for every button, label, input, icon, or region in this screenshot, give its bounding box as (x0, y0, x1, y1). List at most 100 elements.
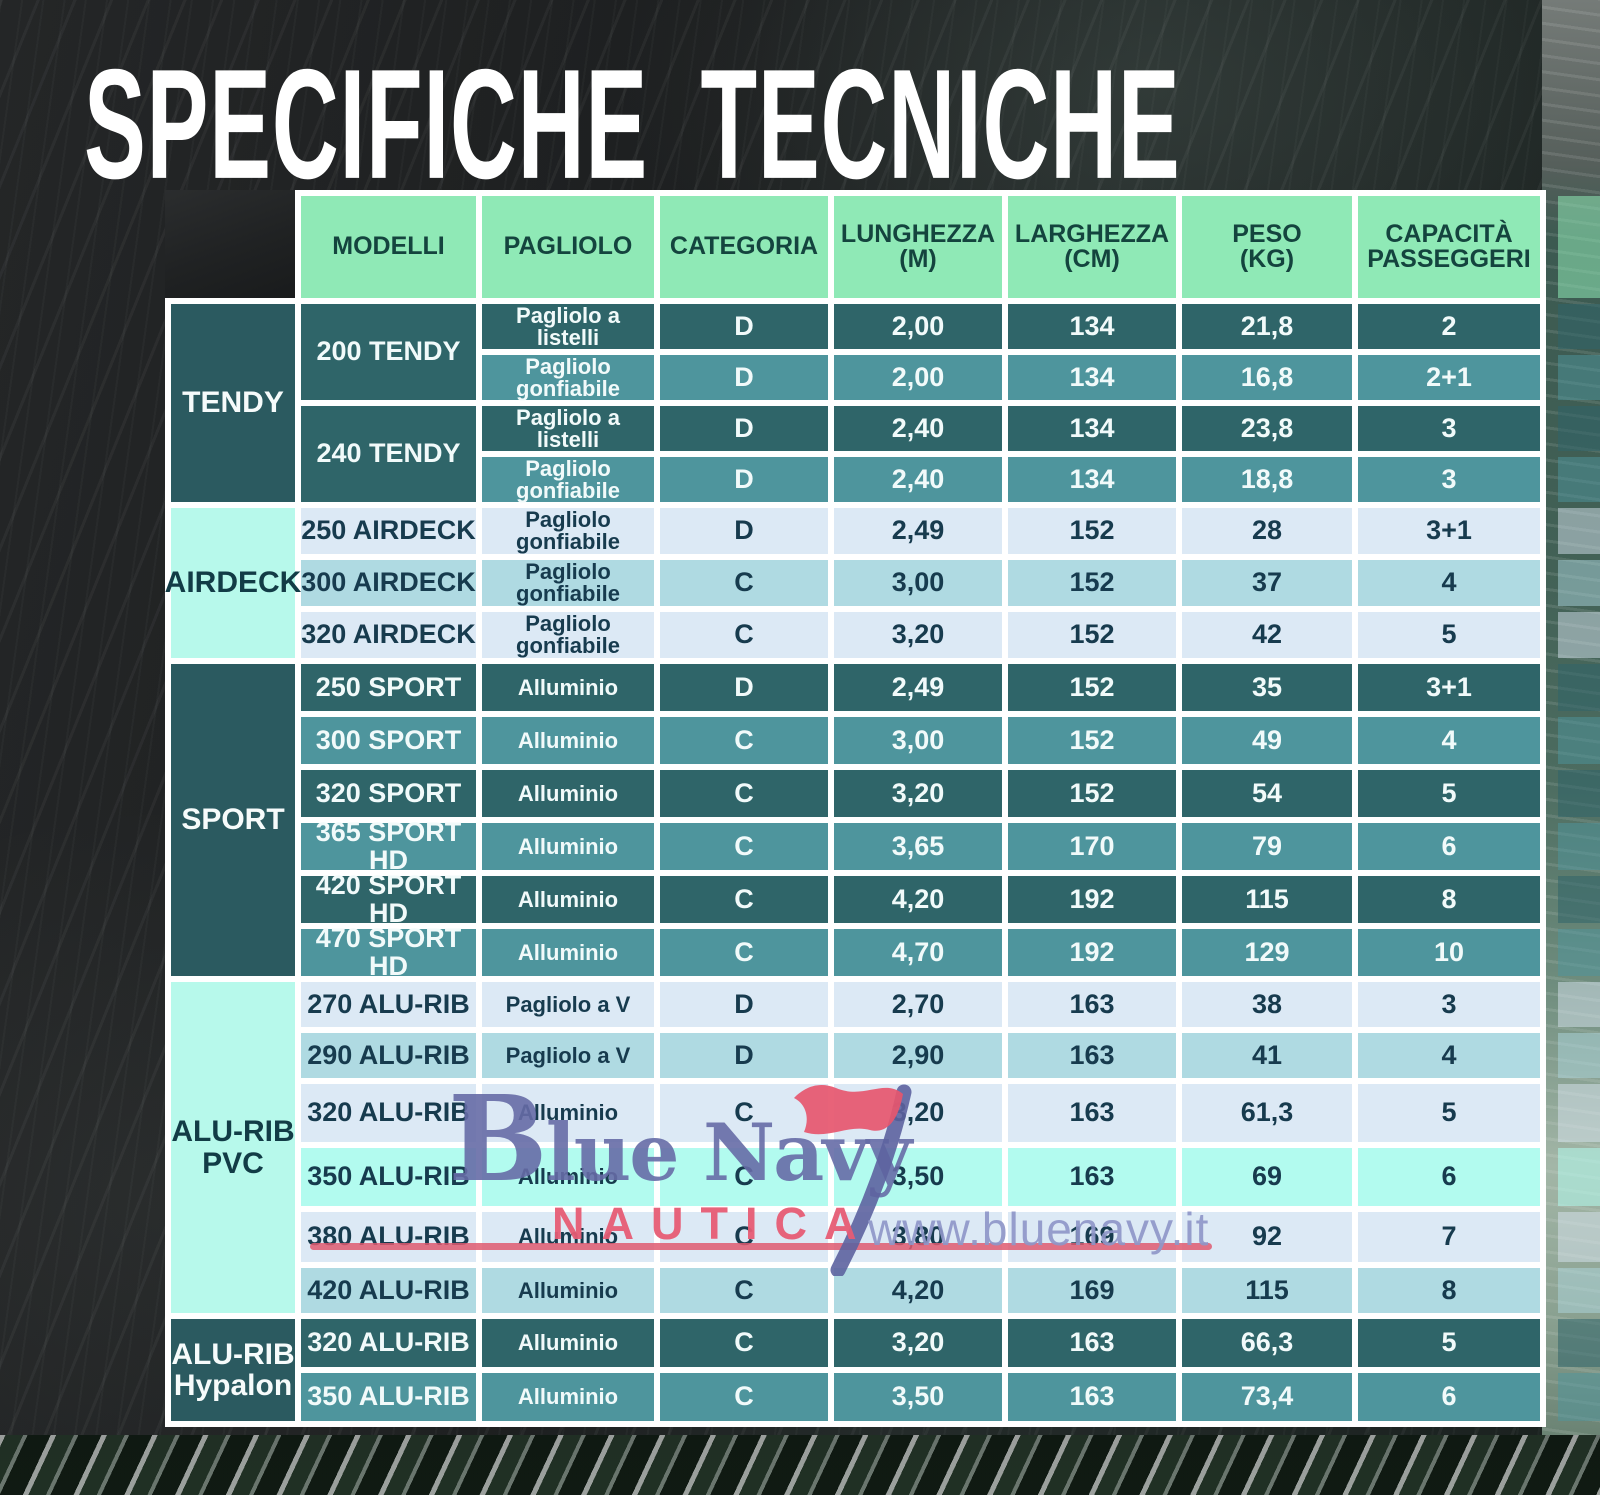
lunghezza-cell: 3,50 (834, 1373, 1002, 1421)
pagliolo-cell: Pagliolo gonfiabile (482, 560, 654, 606)
lunghezza-cell: 3,20 (834, 1319, 1002, 1367)
categoria-cell: D (660, 304, 828, 349)
larghezza-cell: 163 (1008, 982, 1176, 1027)
model-cell: 300 AIRDECK (301, 560, 476, 606)
model-cell: 470 SPORT HD (301, 924, 476, 979)
pagliolo-cell: Pagliolo gonfiabile (482, 355, 654, 400)
group-alurib-hypalon: ALU-RIB Hypalon (171, 1319, 295, 1421)
larghezza-cell: 163 (1008, 1033, 1176, 1078)
lunghezza-cell: 2,49 (834, 508, 1002, 554)
model-cell: 200 TENDY (301, 304, 476, 400)
categoria-cell: C (660, 1148, 828, 1206)
col-header-capacita: CAPACITÀ PASSEGGERI (1358, 196, 1540, 298)
peso-cell: 21,8 (1182, 304, 1352, 349)
edge-strip-cell (1558, 823, 1600, 870)
pagliolo-cell: Pagliolo gonfiabile (482, 457, 654, 502)
pagliolo-cell: Alluminio (482, 1373, 654, 1421)
categoria-cell: D (660, 406, 828, 451)
edge-strip-cell (1558, 982, 1600, 1027)
capacita-cell: 8 (1358, 876, 1540, 923)
edge-strip-cell (1558, 612, 1600, 658)
categoria-cell: D (660, 355, 828, 400)
edge-strip-cell (1558, 1319, 1600, 1367)
page-title: SPECIFICHE TECNICHE (84, 37, 1181, 212)
peso-cell: 115 (1182, 876, 1352, 923)
capacita-cell: 4 (1358, 1033, 1540, 1078)
pagliolo-cell: Pagliolo gonfiabile (482, 508, 654, 554)
capacita-cell: 5 (1358, 1084, 1540, 1142)
lunghezza-cell: 3,20 (834, 612, 1002, 658)
table-edge-strip (1558, 190, 1600, 1427)
capacita-cell: 6 (1358, 1373, 1540, 1421)
model-cell: 320 ALU-RIB (301, 1319, 476, 1367)
specs-table: MODELLI PAGLIOLO CATEGORIA LUNGHEZZA (M) … (165, 190, 1546, 1427)
edge-strip-cell (1558, 1033, 1600, 1078)
larghezza-cell: 163 (1008, 1319, 1176, 1367)
pagliolo-cell: Alluminio (482, 1084, 654, 1142)
larghezza-cell: 163 (1008, 1373, 1176, 1421)
peso-cell: 49 (1182, 717, 1352, 764)
lunghezza-cell: 3,50 (834, 1148, 1002, 1206)
edge-strip-cell (1558, 1148, 1600, 1206)
model-cell: 240 TENDY (301, 406, 476, 502)
group-sport: SPORT (171, 664, 295, 976)
categoria-cell: C (660, 1084, 828, 1142)
peso-cell: 129 (1182, 929, 1352, 976)
capacita-cell: 5 (1358, 1319, 1540, 1367)
larghezza-cell: 163 (1008, 1084, 1176, 1142)
model-cell: 250 SPORT (301, 664, 476, 711)
larghezza-cell: 152 (1008, 612, 1176, 658)
group-alurib-pvc: ALU-RIB PVC (171, 982, 295, 1313)
larghezza-cell: 134 (1008, 457, 1176, 502)
model-cell: 380 ALU-RIB (301, 1212, 476, 1262)
col-header-pagliolo: PAGLIOLO (482, 196, 654, 298)
peso-cell: 69 (1182, 1148, 1352, 1206)
categoria-cell: C (660, 560, 828, 606)
lunghezza-cell: 3,00 (834, 717, 1002, 764)
col-header-larghezza: LARGHEZZA (CM) (1008, 196, 1176, 298)
capacita-cell: 2 (1358, 304, 1540, 349)
lunghezza-cell: 3,80 (834, 1212, 1002, 1262)
model-cell: 250 AIRDECK (301, 508, 476, 554)
categoria-cell: C (660, 1319, 828, 1367)
larghezza-cell: 170 (1008, 823, 1176, 870)
categoria-cell: D (660, 508, 828, 554)
peso-cell: 38 (1182, 982, 1352, 1027)
model-cell: 270 ALU-RIB (301, 982, 476, 1027)
pagliolo-cell: Pagliolo a listelli (482, 304, 654, 349)
capacita-cell: 7 (1358, 1212, 1540, 1262)
categoria-cell: C (660, 823, 828, 870)
categoria-cell: D (660, 457, 828, 502)
pagliolo-cell: Pagliolo a listelli (482, 406, 654, 451)
pagliolo-cell: Pagliolo gonfiabile (482, 612, 654, 658)
capacita-cell: 4 (1358, 560, 1540, 606)
capacita-cell: 10 (1358, 929, 1540, 976)
pagliolo-cell: Alluminio (482, 1268, 654, 1313)
larghezza-cell: 169 (1008, 1212, 1176, 1262)
categoria-cell: C (660, 1268, 828, 1313)
peso-cell: 115 (1182, 1268, 1352, 1313)
capacita-cell: 6 (1358, 1148, 1540, 1206)
lunghezza-cell: 2,40 (834, 406, 1002, 451)
categoria-cell: D (660, 982, 828, 1027)
peso-cell: 16,8 (1182, 355, 1352, 400)
lunghezza-cell: 2,90 (834, 1033, 1002, 1078)
group-tendy: TENDY (171, 304, 295, 502)
larghezza-cell: 152 (1008, 664, 1176, 711)
peso-cell: 28 (1182, 508, 1352, 554)
capacita-cell: 5 (1358, 612, 1540, 658)
lunghezza-cell: 2,00 (834, 355, 1002, 400)
model-cell: 365 SPORT HD (301, 818, 476, 873)
edge-strip-cell (1558, 196, 1600, 298)
edge-strip-cell (1558, 508, 1600, 554)
foam-waves-background (0, 1435, 1600, 1495)
corner-background-patch (165, 190, 295, 298)
larghezza-cell: 192 (1008, 929, 1176, 976)
lunghezza-cell: 4,70 (834, 929, 1002, 976)
model-cell: 350 ALU-RIB (301, 1373, 476, 1421)
capacita-cell: 3 (1358, 457, 1540, 502)
larghezza-cell: 192 (1008, 876, 1176, 923)
capacita-cell: 3 (1358, 406, 1540, 451)
pagliolo-cell: Alluminio (482, 823, 654, 870)
col-header-categoria: CATEGORIA (660, 196, 828, 298)
